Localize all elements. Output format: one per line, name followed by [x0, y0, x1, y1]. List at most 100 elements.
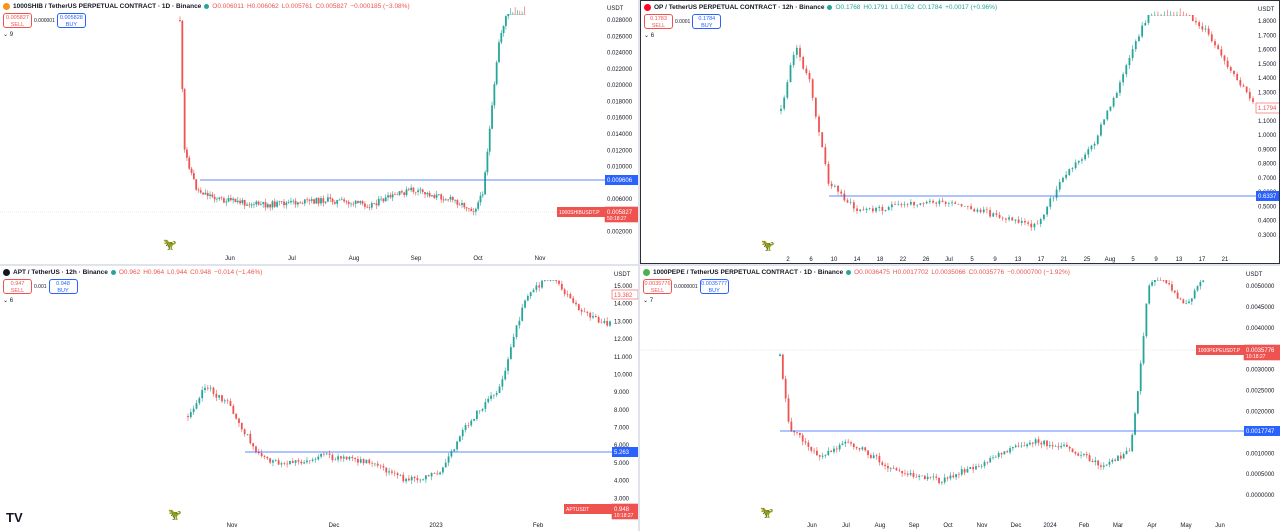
buy-button[interactable]: 0.948 BUY: [48, 279, 78, 294]
price-tick-label: 0.0045000: [1246, 305, 1275, 311]
candle-body: [982, 209, 985, 213]
time-tick-label: Jul: [842, 523, 850, 529]
series-legend[interactable]: 1000PEPE / TetherUS PERPETUAL CONTRACT ·…: [643, 269, 1070, 276]
candle-body: [600, 322, 603, 324]
chart-pane-op[interactable]: USDT 1.8000 1.7000 1.6000 1.5000 1.4000 1.3000…: [640, 0, 1280, 264]
price-tick-label: 9.000: [614, 390, 630, 396]
candle-body: [1014, 219, 1017, 221]
candle-body: [821, 132, 824, 148]
time-tick-label: 21: [1222, 257, 1229, 263]
price-tick-label: 0.0010000: [1246, 451, 1275, 457]
chart-pane-pepe[interactable]: USDT0.00500000.00450000.00400000.0035000…: [640, 266, 1280, 531]
chart-canvas-shib[interactable]: USDT 0.028000 0.026000 0.024000 0.022000 0.02…: [0, 0, 638, 264]
chart-canvas-op[interactable]: USDT 1.8000 1.7000 1.6000 1.5000 1.4000 1.3000…: [641, 1, 1280, 264]
candle-body: [1210, 34, 1213, 42]
sell-button[interactable]: 0.005827 SELL: [3, 13, 32, 28]
candle-body: [833, 185, 836, 187]
symbol-title[interactable]: APT / TetherUS · 12h · Binance: [13, 269, 108, 276]
currency-label: USDT: [607, 6, 624, 12]
candle-body: [226, 400, 229, 402]
candle-body: [606, 320, 609, 326]
candle-body: [204, 192, 207, 195]
indicators-toggle[interactable]: ⌄ 6: [3, 298, 14, 304]
candle-body: [181, 20, 184, 90]
chart-canvas-pepe[interactable]: USDT0.00500000.00450000.00400000.0035000…: [640, 266, 1280, 531]
buy-button[interactable]: 0.0035777 BUY: [699, 279, 729, 294]
series-legend[interactable]: APT / TetherUS · 12h · Binance O0.962 H0…: [3, 269, 262, 276]
candle-body: [403, 192, 406, 195]
candle-body: [935, 202, 938, 204]
candle-body: [1157, 15, 1159, 16]
candle-body: [336, 200, 339, 204]
candle-body: [875, 455, 878, 457]
indicators-toggle[interactable]: ⌄ 9: [3, 32, 14, 38]
candle-body: [286, 463, 289, 465]
series-legend[interactable]: 1000SHIB / TetherUS PERPETUAL CONTRACT ·…: [3, 3, 410, 10]
candle-body: [291, 460, 294, 463]
candle-body: [340, 456, 342, 459]
candle-body: [1105, 464, 1108, 466]
candle-body: [431, 195, 433, 197]
symbol-title[interactable]: OP / TetherUS PERPETUAL CONTRACT · 12h ·…: [654, 4, 825, 11]
chart-canvas-apt[interactable]: USDT 15.000 14.000 13.000 12.000 11.000 10.000…: [0, 266, 638, 531]
candle-body: [932, 200, 934, 203]
candle-body: [430, 472, 433, 477]
candle-body: [1085, 454, 1088, 456]
candle-body: [916, 204, 919, 206]
candle-body: [280, 201, 283, 202]
currency-label: USDT: [614, 272, 631, 278]
sell-button[interactable]: 0.1783 SELL: [644, 14, 673, 29]
symbol-title[interactable]: 1000PEPE / TetherUS PERPETUAL CONTRACT ·…: [653, 269, 844, 276]
candle-body: [560, 283, 563, 290]
buy-button[interactable]: 0.1784 BUY: [692, 14, 722, 29]
candle-body: [300, 461, 303, 464]
candle-body: [1185, 303, 1188, 304]
candle-body: [379, 465, 382, 467]
candle-body: [306, 460, 308, 463]
candle-body: [449, 196, 452, 200]
pane-divider-horizontal[interactable]: [0, 264, 1280, 266]
buy-button[interactable]: 0.005828 BUY: [56, 13, 86, 28]
candle-body: [447, 456, 450, 463]
candle-body: [1029, 442, 1031, 445]
candle-body: [872, 455, 875, 458]
time-tick-label: 14: [854, 257, 861, 263]
sell-button[interactable]: 0.0035776 SELL: [643, 279, 672, 294]
sell-button[interactable]: 0.947 SELL: [3, 279, 32, 294]
candle-body: [303, 199, 306, 204]
candle-body: [887, 465, 889, 469]
candle-body: [405, 478, 407, 482]
candle-body: [524, 300, 526, 308]
indicators-toggle[interactable]: ⌄ 7: [643, 298, 654, 304]
price-tick-label: 0.014000: [607, 132, 633, 138]
candle-body: [440, 194, 443, 200]
line-price-badge: [1256, 191, 1279, 201]
candle-body: [354, 200, 357, 204]
candle-body: [317, 456, 320, 460]
candle-body: [963, 205, 966, 207]
candle-body: [1051, 445, 1054, 447]
candle-body: [507, 359, 509, 371]
symbol-title[interactable]: 1000SHIB / TetherUS PERPETUAL CONTRACT ·…: [13, 3, 202, 10]
candle-body: [324, 201, 327, 203]
time-tick-label: Apr: [1147, 523, 1156, 529]
candle-body: [995, 213, 998, 215]
candle-body: [253, 204, 255, 205]
tradingview-logo-icon[interactable]: TV: [6, 510, 23, 525]
indicators-toggle[interactable]: ⌄ 6: [644, 33, 655, 39]
candle-body: [847, 441, 850, 443]
series-legend[interactable]: OP / TetherUS PERPETUAL CONTRACT · 12h ·…: [644, 4, 997, 11]
candle-body: [1103, 119, 1106, 125]
candle-body: [433, 472, 436, 474]
candle-body: [221, 395, 223, 402]
chart-pane-shib[interactable]: USDT 0.028000 0.026000 0.024000 0.022000 0.02…: [0, 0, 638, 264]
candle-body: [376, 463, 379, 466]
price-tick-label: 0.0000000: [1246, 493, 1275, 499]
candle-body: [195, 403, 198, 409]
candle-body: [389, 195, 392, 198]
candle-body: [881, 462, 884, 465]
chart-pane-apt[interactable]: USDT 15.000 14.000 13.000 12.000 11.000 10.000…: [0, 266, 638, 531]
candle-body: [350, 203, 352, 205]
candle-body: [399, 474, 402, 476]
candle-body: [1182, 299, 1185, 304]
